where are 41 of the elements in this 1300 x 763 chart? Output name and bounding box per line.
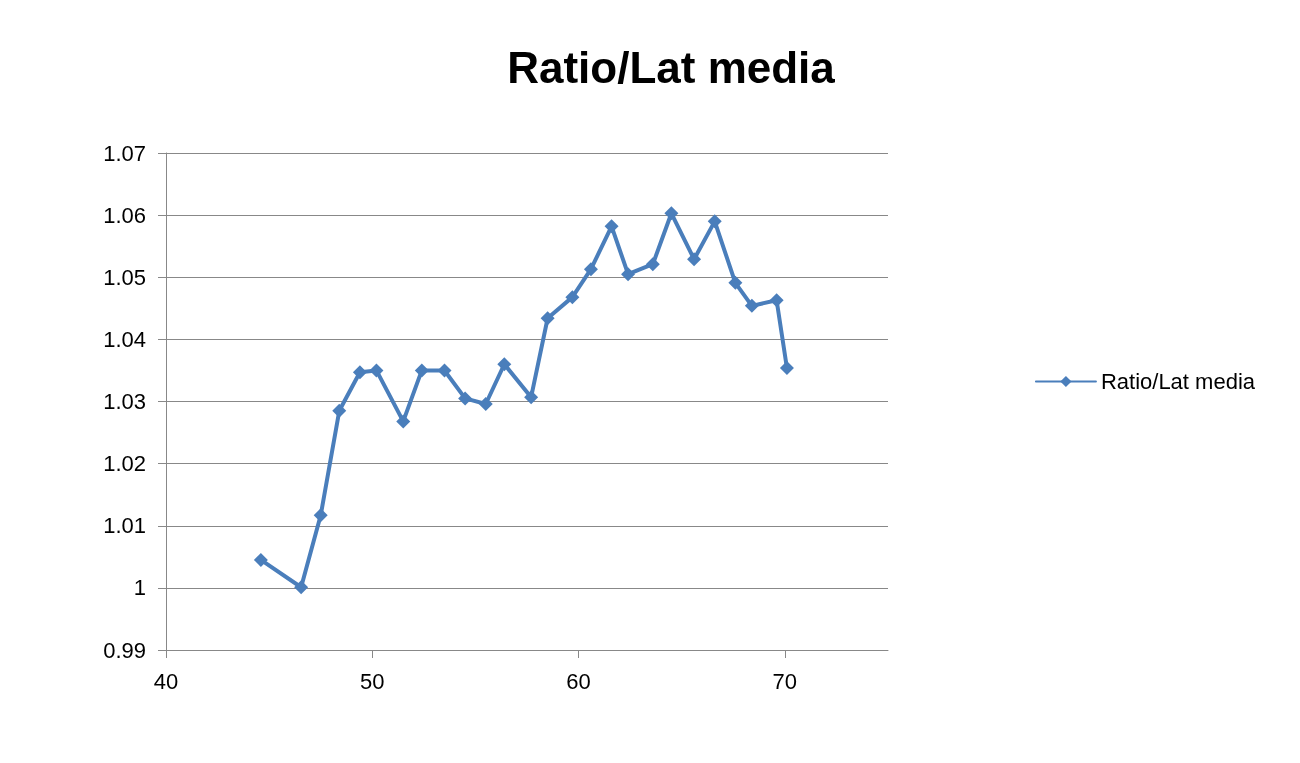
point [565,290,580,305]
point [645,257,660,272]
x-tick-label: 70 [772,668,798,694]
point [369,363,384,378]
y-tick-label: 0.99 [103,637,146,663]
point [687,252,702,267]
x-tick-label: 60 [566,668,591,694]
y-tick-label: 1.02 [103,451,146,477]
point [253,552,268,567]
point [769,293,784,308]
point [313,508,328,523]
point [497,357,512,372]
point [779,360,794,375]
point [478,396,493,411]
point [540,311,555,326]
point [744,298,759,313]
point [604,219,619,234]
y-tick-label: 1.05 [103,264,146,290]
point [524,390,539,405]
legend-label: Ratio/Lat media [1100,369,1256,394]
point [707,214,722,229]
x-tick-label: 50 [360,668,385,694]
point [583,262,598,277]
point [294,580,309,595]
chart-title: Ratio/Lat media [507,42,836,92]
point [664,206,679,221]
y-tick-label: 1.07 [103,140,146,166]
x-tick-label: 40 [153,668,179,694]
y-tick-label: 1.06 [103,202,146,228]
point [414,363,429,378]
point [728,275,743,290]
y-tick-label: 1.01 [103,513,146,539]
point [332,403,347,418]
y-tick-label: 1 [133,575,146,601]
point [621,267,636,282]
y-tick-label: 1.04 [103,326,146,352]
point [396,414,411,429]
point [458,391,473,406]
y-tick-label: 1.03 [103,389,146,414]
point [437,363,452,378]
point [352,365,367,380]
